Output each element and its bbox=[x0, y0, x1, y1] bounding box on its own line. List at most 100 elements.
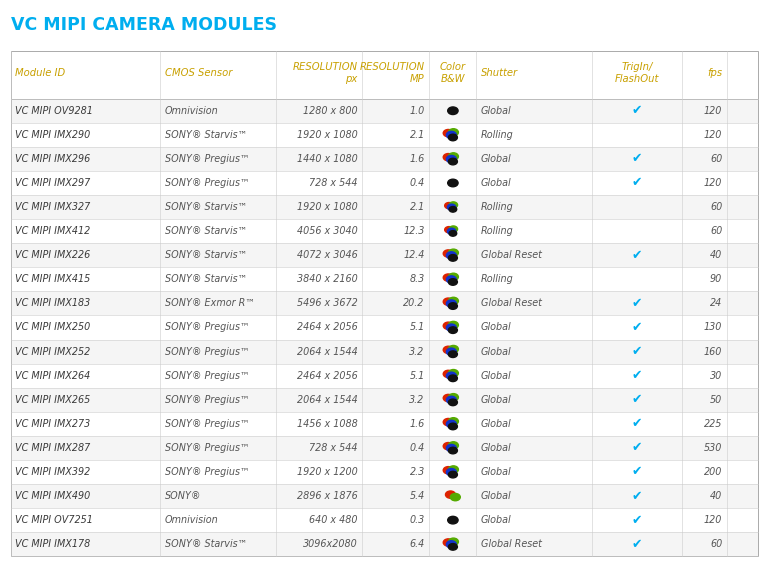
Text: ✔: ✔ bbox=[632, 176, 642, 190]
Text: Global: Global bbox=[481, 154, 511, 164]
Text: VC MIPI OV9281: VC MIPI OV9281 bbox=[15, 106, 93, 116]
Text: VC MIPI IMX490: VC MIPI IMX490 bbox=[15, 491, 91, 501]
Text: SONY® Pregius™: SONY® Pregius™ bbox=[165, 467, 249, 477]
Text: VC MIPI IMX287: VC MIPI IMX287 bbox=[15, 443, 91, 453]
Text: 225: 225 bbox=[704, 419, 722, 429]
Text: ✔: ✔ bbox=[632, 104, 642, 117]
Text: SONY® Pregius™: SONY® Pregius™ bbox=[165, 178, 249, 188]
Text: 1456 x 1088: 1456 x 1088 bbox=[297, 419, 358, 429]
Text: 5.1: 5.1 bbox=[409, 323, 424, 333]
Text: VC MIPI IMX290: VC MIPI IMX290 bbox=[15, 130, 91, 140]
Text: ✔: ✔ bbox=[632, 490, 642, 503]
Text: 728 x 544: 728 x 544 bbox=[309, 443, 358, 453]
Text: 120: 120 bbox=[704, 106, 722, 116]
Text: Rolling: Rolling bbox=[481, 226, 514, 236]
Text: ✔: ✔ bbox=[632, 153, 642, 166]
Text: 4056 x 3040: 4056 x 3040 bbox=[297, 226, 358, 236]
Text: VC MIPI IMX412: VC MIPI IMX412 bbox=[15, 226, 91, 236]
Text: Global: Global bbox=[481, 178, 511, 188]
Text: CMOS Sensor: CMOS Sensor bbox=[165, 68, 232, 78]
Text: VC MIPI IMX250: VC MIPI IMX250 bbox=[15, 323, 91, 333]
Text: 3096x2080: 3096x2080 bbox=[303, 539, 358, 549]
Text: VC MIPI IMX252: VC MIPI IMX252 bbox=[15, 347, 91, 356]
Text: 40: 40 bbox=[710, 250, 722, 260]
Text: SONY® Pregius™: SONY® Pregius™ bbox=[165, 395, 249, 405]
Text: SONY® Starvis™: SONY® Starvis™ bbox=[165, 202, 247, 212]
Text: 2464 x 2056: 2464 x 2056 bbox=[297, 323, 358, 333]
Text: SONY® Pregius™: SONY® Pregius™ bbox=[165, 154, 249, 164]
Text: ✔: ✔ bbox=[632, 369, 642, 382]
Text: Global: Global bbox=[481, 467, 511, 477]
Text: Global: Global bbox=[481, 347, 511, 356]
Text: 200: 200 bbox=[704, 467, 722, 477]
Text: VC MIPI OV7251: VC MIPI OV7251 bbox=[15, 515, 93, 525]
Text: Rolling: Rolling bbox=[481, 274, 514, 284]
Text: 60: 60 bbox=[710, 539, 722, 549]
Text: Global Reset: Global Reset bbox=[481, 539, 542, 549]
Text: SONY® Starvis™: SONY® Starvis™ bbox=[165, 130, 247, 140]
Text: 0.4: 0.4 bbox=[409, 178, 424, 188]
Text: 3.2: 3.2 bbox=[409, 395, 424, 405]
Text: SONY® Pregius™: SONY® Pregius™ bbox=[165, 323, 249, 333]
Text: 8.3: 8.3 bbox=[409, 274, 424, 284]
Text: 0.4: 0.4 bbox=[409, 443, 424, 453]
Text: 2064 x 1544: 2064 x 1544 bbox=[297, 347, 358, 356]
Text: SONY®: SONY® bbox=[165, 491, 201, 501]
Text: 1.6: 1.6 bbox=[409, 419, 424, 429]
Text: Global: Global bbox=[481, 419, 511, 429]
Text: 120: 120 bbox=[704, 515, 722, 525]
Text: ✔: ✔ bbox=[632, 249, 642, 262]
Text: 30: 30 bbox=[710, 370, 722, 381]
Text: 60: 60 bbox=[710, 226, 722, 236]
Text: VC MIPI IMX296: VC MIPI IMX296 bbox=[15, 154, 91, 164]
Text: 1.6: 1.6 bbox=[409, 154, 424, 164]
Text: ✔: ✔ bbox=[632, 513, 642, 526]
Text: SONY® Pregius™: SONY® Pregius™ bbox=[165, 347, 249, 356]
Text: Rolling: Rolling bbox=[481, 130, 514, 140]
Text: 2064 x 1544: 2064 x 1544 bbox=[297, 395, 358, 405]
Text: 1920 x 1080: 1920 x 1080 bbox=[297, 130, 358, 140]
Text: MP: MP bbox=[410, 74, 424, 84]
Text: Global: Global bbox=[481, 443, 511, 453]
Text: SONY® Pregius™: SONY® Pregius™ bbox=[165, 443, 249, 453]
Text: fps: fps bbox=[707, 68, 722, 78]
Text: 120: 120 bbox=[704, 178, 722, 188]
Text: Global: Global bbox=[481, 106, 511, 116]
Text: 60: 60 bbox=[710, 154, 722, 164]
Text: 2.1: 2.1 bbox=[409, 130, 424, 140]
Text: Global Reset: Global Reset bbox=[481, 250, 542, 260]
Text: 90: 90 bbox=[710, 274, 722, 284]
Text: RESOLUTION: RESOLUTION bbox=[360, 62, 424, 72]
Text: VC MIPI IMX264: VC MIPI IMX264 bbox=[15, 370, 91, 381]
Text: ✔: ✔ bbox=[632, 345, 642, 358]
Text: 640 x 480: 640 x 480 bbox=[309, 515, 358, 525]
Text: 3840 x 2160: 3840 x 2160 bbox=[297, 274, 358, 284]
Text: Global Reset: Global Reset bbox=[481, 298, 542, 309]
Text: SONY® Pregius™: SONY® Pregius™ bbox=[165, 370, 249, 381]
Text: 2896 x 1876: 2896 x 1876 bbox=[297, 491, 358, 501]
Text: ✔: ✔ bbox=[632, 538, 642, 551]
Text: ✔: ✔ bbox=[632, 441, 642, 454]
Text: ✔: ✔ bbox=[632, 321, 642, 334]
Text: Global: Global bbox=[481, 323, 511, 333]
Text: Rolling: Rolling bbox=[481, 202, 514, 212]
Text: VC MIPI IMX273: VC MIPI IMX273 bbox=[15, 419, 91, 429]
Text: SONY® Starvis™: SONY® Starvis™ bbox=[165, 226, 247, 236]
Text: 130: 130 bbox=[704, 323, 722, 333]
Text: VC MIPI IMX415: VC MIPI IMX415 bbox=[15, 274, 91, 284]
Text: 530: 530 bbox=[704, 443, 722, 453]
Text: 50: 50 bbox=[710, 395, 722, 405]
Text: Omnivision: Omnivision bbox=[165, 515, 218, 525]
Text: 24: 24 bbox=[710, 298, 722, 309]
Text: 60: 60 bbox=[710, 202, 722, 212]
Text: VC MIPI IMX297: VC MIPI IMX297 bbox=[15, 178, 91, 188]
Text: VC MIPI CAMERA MODULES: VC MIPI CAMERA MODULES bbox=[11, 16, 277, 34]
Text: 160: 160 bbox=[704, 347, 722, 356]
Text: SONY® Exmor R™: SONY® Exmor R™ bbox=[165, 298, 255, 309]
Text: 1920 x 1200: 1920 x 1200 bbox=[297, 467, 358, 477]
Text: 1280 x 800: 1280 x 800 bbox=[303, 106, 358, 116]
Text: 1920 x 1080: 1920 x 1080 bbox=[297, 202, 358, 212]
Text: VC MIPI IMX392: VC MIPI IMX392 bbox=[15, 467, 91, 477]
Text: RESOLUTION: RESOLUTION bbox=[292, 62, 358, 72]
Text: TrigIn/: TrigIn/ bbox=[621, 62, 653, 72]
